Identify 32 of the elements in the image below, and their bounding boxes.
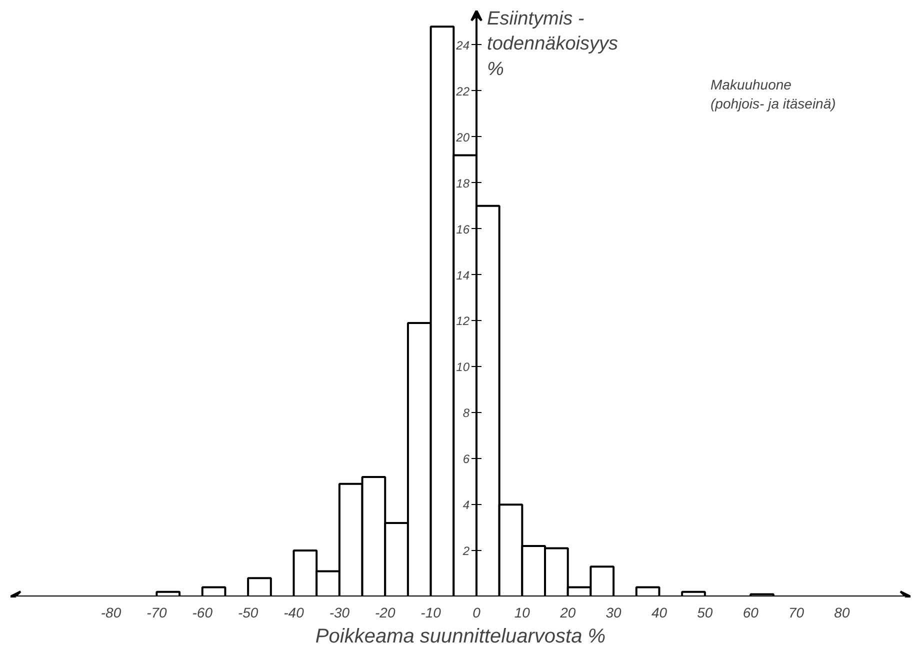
y-tick-label: 24 xyxy=(455,38,470,52)
x-tick-label: -60 xyxy=(192,604,213,620)
y-tick-label: 14 xyxy=(456,268,470,282)
x-tick-label: -40 xyxy=(284,604,304,620)
x-tick-label: 50 xyxy=(697,604,713,620)
x-tick-label: -70 xyxy=(146,604,168,620)
y-tick-label: 22 xyxy=(455,84,470,98)
y-tick-label: 18 xyxy=(456,176,470,190)
y-tick-label: 10 xyxy=(456,360,470,374)
x-tick-label: 40 xyxy=(651,604,668,620)
y-tick-label: 12 xyxy=(456,314,470,328)
x-tick-label: -80 xyxy=(100,604,122,620)
x-axis-title: Poikkeama suunnitteluarvosta % xyxy=(315,626,606,648)
x-tick-label: -10 xyxy=(420,604,442,620)
x-tick-label: 20 xyxy=(559,604,576,620)
y-tick-label: 2 xyxy=(462,544,470,558)
annotation: Makuuhuone (pohjois- ja itäseinä) xyxy=(710,76,836,112)
y-tick-label: 8 xyxy=(462,406,470,420)
x-tick-label: 30 xyxy=(606,604,622,620)
x-tick-label: 70 xyxy=(788,604,804,620)
y-tick-label: 6 xyxy=(462,452,470,466)
x-tick-label: 80 xyxy=(834,604,850,620)
x-tick-label: 10 xyxy=(514,604,530,620)
y-axis-title: Esiintymis - todennäkoisyys % xyxy=(487,8,619,80)
x-tick-label: 0 xyxy=(472,604,481,620)
y-tick-label: 20 xyxy=(455,130,470,144)
x-tick-label: -50 xyxy=(238,604,258,620)
y-tick-label: 4 xyxy=(462,498,470,512)
x-tick-label: 60 xyxy=(742,604,759,620)
x-tick-label: -20 xyxy=(375,604,396,620)
y-tick-label: 16 xyxy=(456,222,470,236)
x-tick-label: -30 xyxy=(329,604,350,620)
